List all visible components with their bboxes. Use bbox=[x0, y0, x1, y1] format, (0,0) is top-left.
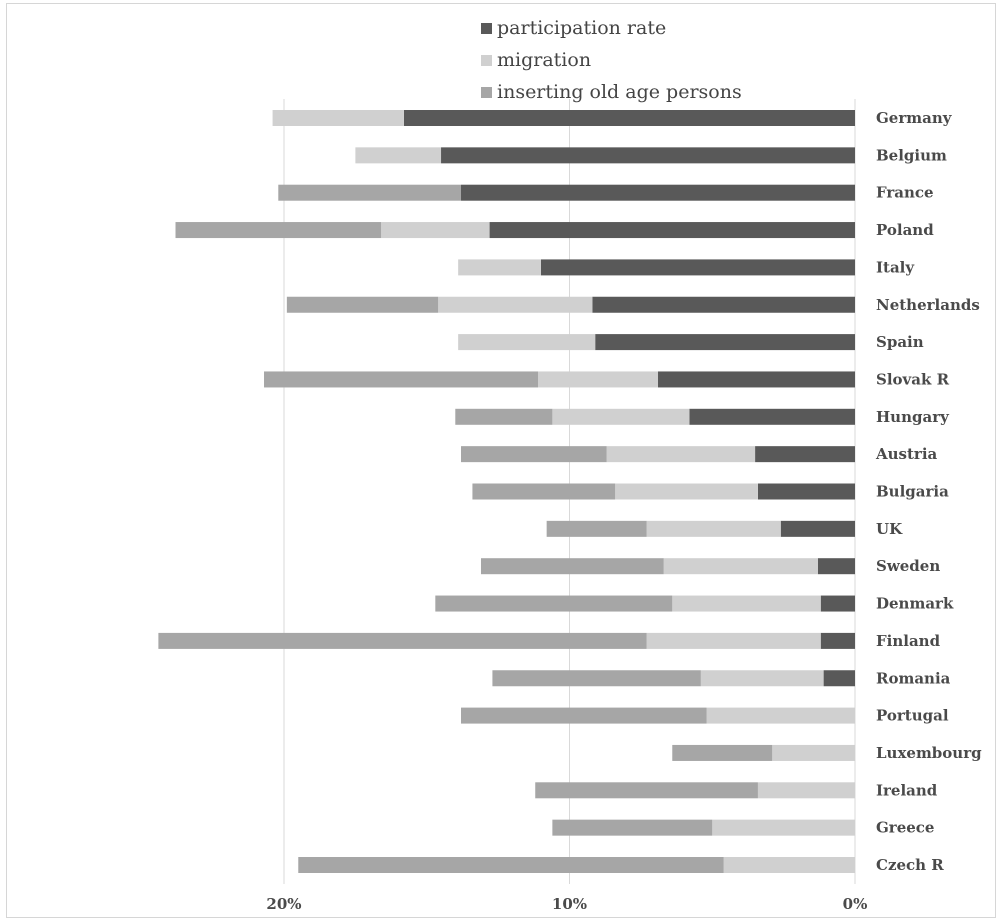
bar-romania-series-1 bbox=[700, 670, 824, 687]
bar-slovak-r-series-1 bbox=[538, 371, 659, 388]
bar-spain-series-1 bbox=[458, 334, 596, 351]
bar-uk-series-2 bbox=[546, 520, 647, 537]
bar-poland-series-1 bbox=[381, 222, 490, 239]
bar-netherlands-series-0 bbox=[592, 296, 855, 313]
bar-luxembourg-series-1 bbox=[772, 744, 855, 761]
bar-portugal-series-1 bbox=[706, 707, 855, 724]
category-label-1: Belgium bbox=[876, 146, 947, 164]
bar-sweden-series-0 bbox=[817, 558, 855, 575]
category-label-4: Italy bbox=[876, 258, 915, 276]
legend-item-old-age: inserting old age persons bbox=[481, 76, 742, 108]
bar-hungary-series-2 bbox=[455, 408, 553, 425]
x-tick-label-1: 10% bbox=[552, 895, 587, 913]
bar-uk-series-1 bbox=[646, 520, 781, 537]
bar-ireland-series-2 bbox=[535, 782, 758, 799]
bar-slovak-r-series-0 bbox=[658, 371, 855, 388]
category-label-0: Germany bbox=[876, 109, 953, 127]
category-label-7: Slovak R bbox=[876, 370, 950, 388]
legend-item-migration: migration bbox=[481, 44, 742, 76]
category-label-3: Poland bbox=[876, 221, 934, 239]
bar-france-series-0 bbox=[461, 184, 855, 201]
bar-netherlands-series-1 bbox=[438, 296, 593, 313]
bar-portugal-series-2 bbox=[461, 707, 707, 724]
legend-swatch-participation bbox=[481, 22, 492, 34]
stacked-bar-chart: 20% 10% 0% Germany Belgium France Poland Italy N… bbox=[158, 99, 982, 913]
category-label-9: Austria bbox=[875, 445, 938, 463]
legend-label-migration: migration bbox=[497, 49, 592, 71]
bar-finland-series-0 bbox=[820, 632, 855, 649]
bar-denmark-series-1 bbox=[672, 595, 821, 612]
bar-germany-series-1 bbox=[272, 110, 404, 126]
bar-italy-series-0 bbox=[540, 259, 855, 276]
bar-belgium-series-1 bbox=[355, 147, 442, 164]
bar-netherlands-series-2 bbox=[286, 296, 439, 313]
bar-hungary-series-0 bbox=[689, 408, 855, 425]
x-tick-label-2: 0% bbox=[843, 895, 868, 913]
category-label-2: France bbox=[876, 184, 934, 202]
bar-bulgaria-series-1 bbox=[615, 483, 758, 500]
category-label-20: Czech R bbox=[876, 856, 944, 874]
legend-swatch-old-age bbox=[481, 86, 492, 98]
category-label-11: UK bbox=[876, 520, 903, 538]
bar-uk-series-0 bbox=[780, 520, 855, 537]
category-label-16: Portugal bbox=[876, 707, 949, 725]
bar-bulgaria-series-0 bbox=[757, 483, 855, 500]
legend-swatch-migration bbox=[481, 54, 492, 66]
legend-item-participation: participation rate bbox=[481, 12, 742, 44]
bar-france-series-2 bbox=[278, 184, 462, 201]
category-label-12: Sweden bbox=[876, 557, 940, 575]
legend-label-old-age: inserting old age persons bbox=[497, 81, 742, 103]
bar-germany-series-0 bbox=[403, 110, 855, 126]
bar-austria-series-2 bbox=[461, 446, 607, 463]
bar-romania-series-2 bbox=[492, 670, 701, 687]
category-label-13: Denmark bbox=[876, 595, 954, 613]
bar-romania-series-0 bbox=[823, 670, 855, 687]
bar-greece-series-1 bbox=[712, 819, 855, 836]
category-label-18: Ireland bbox=[876, 781, 938, 799]
bar-denmark-series-0 bbox=[820, 595, 855, 612]
chart-frame: 20% 10% 0% Germany Belgium France Poland Italy N… bbox=[6, 3, 996, 918]
category-label-15: Romania bbox=[876, 669, 951, 687]
category-label-14: Finland bbox=[876, 632, 941, 650]
bar-poland-series-0 bbox=[489, 222, 855, 239]
bar-finland-series-2 bbox=[158, 632, 647, 649]
category-label-6: Spain bbox=[876, 333, 924, 351]
bar-sweden-series-2 bbox=[480, 558, 664, 575]
bar-belgium-series-0 bbox=[441, 147, 855, 164]
legend-label-participation: participation rate bbox=[497, 17, 667, 39]
category-label-5: Netherlands bbox=[876, 296, 980, 314]
category-label-17: Luxembourg bbox=[876, 744, 982, 762]
bar-greece-series-2 bbox=[552, 819, 713, 836]
bar-czech-r-series-1 bbox=[723, 857, 855, 873]
legend: participation rate migration inserting o… bbox=[481, 12, 742, 108]
bar-luxembourg-series-2 bbox=[672, 744, 773, 761]
bar-ireland-series-1 bbox=[757, 782, 855, 799]
bar-finland-series-1 bbox=[646, 632, 821, 649]
x-tick-label-0: 20% bbox=[266, 895, 301, 913]
bar-austria-series-0 bbox=[755, 446, 855, 463]
category-label-19: Greece bbox=[876, 819, 934, 837]
bar-slovak-r-series-2 bbox=[264, 371, 539, 388]
bar-denmark-series-2 bbox=[435, 595, 673, 612]
category-label-10: Bulgaria bbox=[876, 483, 949, 501]
bar-spain-series-0 bbox=[595, 334, 855, 351]
category-label-8: Hungary bbox=[876, 408, 950, 426]
bar-austria-series-1 bbox=[606, 446, 756, 463]
bar-sweden-series-1 bbox=[663, 558, 818, 575]
bar-italy-series-1 bbox=[458, 259, 541, 276]
bar-czech-r-series-2 bbox=[298, 857, 724, 873]
bar-hungary-series-1 bbox=[552, 408, 690, 425]
bar-bulgaria-series-2 bbox=[472, 483, 616, 500]
bar-poland-series-2 bbox=[175, 222, 382, 239]
